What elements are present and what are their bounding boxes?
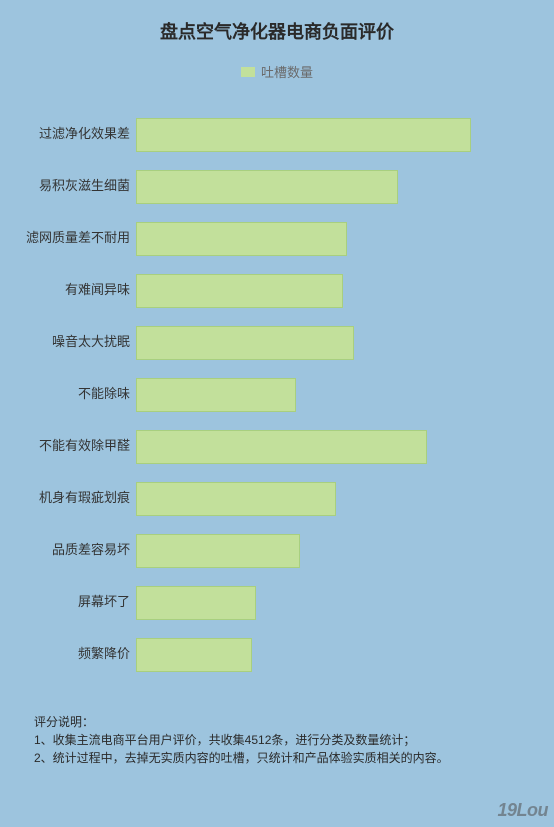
bar-track [136, 378, 500, 412]
bar-track [136, 430, 500, 464]
bar [136, 430, 427, 464]
legend-swatch [241, 67, 255, 77]
footer-line-2: 2、统计过程中，去掉无实质内容的吐槽，只统计和产品体验实质相关的内容。 [34, 749, 520, 767]
chart-container: 盘点空气净化器电商负面评价 吐槽数量 过滤净化效果差易积灰滋生细菌滤网质量差不耐… [0, 0, 554, 827]
bar-row [136, 629, 500, 681]
plot-area: 过滤净化效果差易积灰滋生细菌滤网质量差不耐用有难闻异味噪音太大扰眠不能除味不能有… [18, 109, 536, 681]
bar-track [136, 170, 500, 204]
bar [136, 326, 354, 360]
bar-row [136, 525, 500, 577]
y-axis-label: 品质差容易坏 [18, 543, 130, 557]
legend: 吐槽数量 [18, 62, 536, 81]
bar-row [136, 265, 500, 317]
y-axis-label: 滤网质量差不耐用 [18, 231, 130, 245]
bar-row [136, 369, 500, 421]
bar-row [136, 473, 500, 525]
legend-label: 吐槽数量 [261, 62, 313, 81]
y-axis-label: 屏幕坏了 [18, 595, 130, 609]
y-axis-label: 易积灰滋生细菌 [18, 179, 130, 193]
y-axis-label: 有难闻异味 [18, 283, 130, 297]
bar [136, 586, 256, 620]
bar [136, 534, 300, 568]
y-axis-label: 过滤净化效果差 [18, 127, 130, 141]
footer-notes: 评分说明： 1、收集主流电商平台用户评价，共收集4512条，进行分类及数量统计；… [34, 713, 520, 767]
bar-track [136, 274, 500, 308]
bar-row [136, 317, 500, 369]
bar-track [136, 326, 500, 360]
y-axis-label: 不能有效除甲醛 [18, 439, 130, 453]
bar-row [136, 577, 500, 629]
bar-track [136, 586, 500, 620]
bar-row [136, 161, 500, 213]
footer-line-1: 1、收集主流电商平台用户评价，共收集4512条，进行分类及数量统计； [34, 731, 520, 749]
bar-track [136, 118, 500, 152]
y-axis-label: 不能除味 [18, 387, 130, 401]
bar-track [136, 222, 500, 256]
bar [136, 222, 347, 256]
bar [136, 378, 296, 412]
bar-row [136, 213, 500, 265]
footer-heading: 评分说明： [34, 713, 520, 731]
bar-row [136, 421, 500, 473]
bar [136, 274, 343, 308]
bar [136, 118, 471, 152]
bar [136, 482, 336, 516]
bar [136, 170, 398, 204]
watermark: 19Lou [497, 800, 548, 821]
bar-track [136, 638, 500, 672]
chart-title: 盘点空气净化器电商负面评价 [18, 18, 536, 44]
bar-track [136, 482, 500, 516]
y-axis-label: 噪音太大扰眠 [18, 335, 130, 349]
bar-row [136, 109, 500, 161]
y-axis-label: 机身有瑕疵划痕 [18, 491, 130, 505]
bar [136, 638, 252, 672]
y-axis-label: 频繁降价 [18, 647, 130, 661]
bar-track [136, 534, 500, 568]
